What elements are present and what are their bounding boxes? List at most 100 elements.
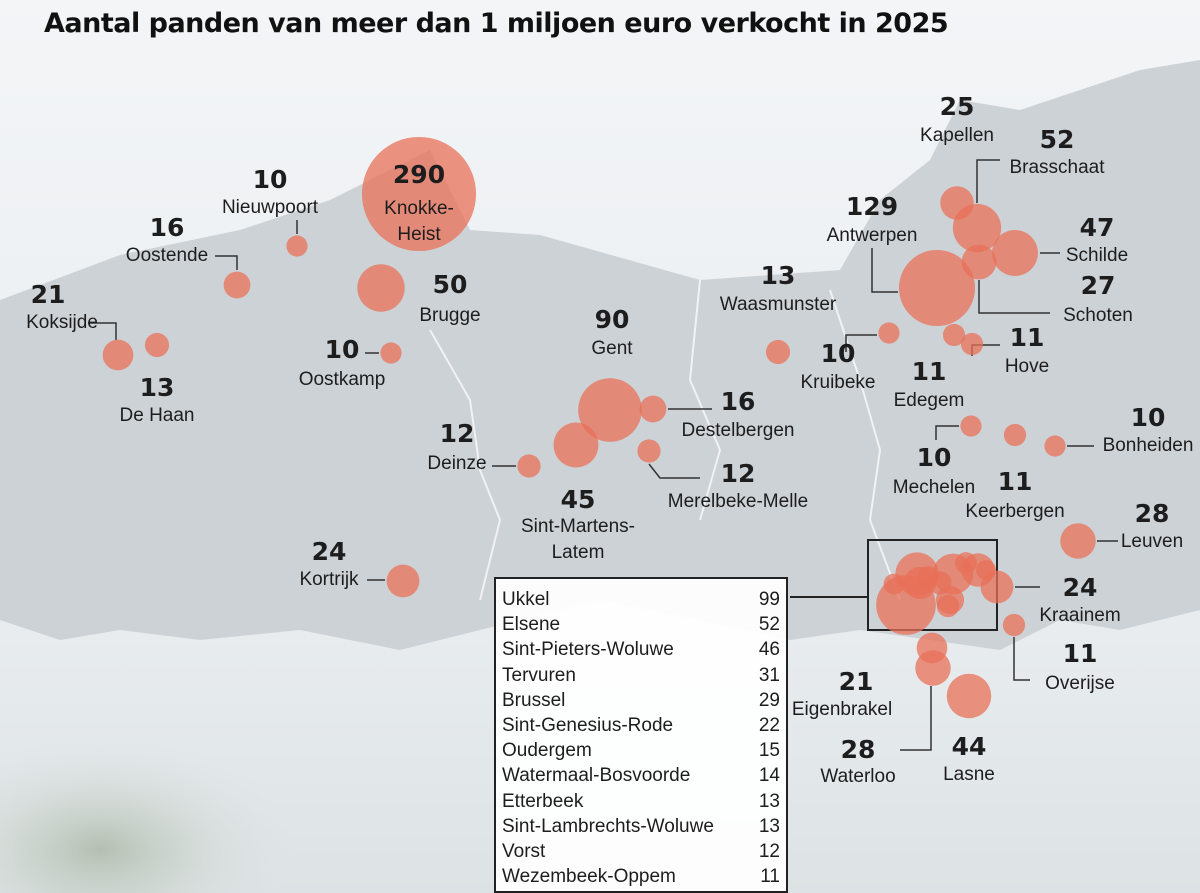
place-count: 129 [845,192,899,221]
place-bubble [1044,435,1066,457]
flanders-shape [0,60,1200,650]
place-name: Keerbergen [965,501,1065,522]
inset-name: Wezembeek-Oppem [502,866,676,888]
inset-count: 99 [758,589,780,610]
place-name: Knokke- Heist [384,198,454,245]
place-bubble [286,235,308,257]
place-bubble [960,332,984,356]
place-count: 52 [1039,125,1075,154]
place-count: 50 [432,270,468,299]
inset-count: 29 [758,689,780,711]
inset-row: Etterbeek 13 [502,789,780,814]
inset-count: 46 [758,639,780,661]
place-bubble [578,378,642,442]
place-bubble [357,264,405,312]
place-name: Oostende [125,245,209,266]
inset-name: Sint-Lambrechts-Woluwe [502,815,714,837]
place-count: 28 [1134,499,1170,528]
place-name: Merelbeke-Melle [667,491,809,512]
place-name: Waasmunster [719,294,837,315]
place-name: Kraainem [1039,605,1121,626]
place-name: Bonheiden [1102,435,1194,456]
place-count: 11 [1062,639,1098,668]
inset-count: 11 [760,866,780,888]
inset-row: Sint-Pieters-Woluwe 46 [502,637,780,662]
inset-row: Elsene 52 [502,612,780,637]
place-name: De Haan [119,405,195,426]
inset-row: Brussel 29 [502,688,780,713]
place-count: 290 [392,160,446,189]
place-name: Hove [1004,356,1050,377]
place-name: Schoten [1063,305,1133,326]
place-count: 12 [720,459,756,488]
place-bubble [960,415,982,437]
inset-name: Sint-Pieters-Woluwe [502,639,674,661]
place-bubble [1003,423,1027,447]
inset-name: Watermaal-Bosvoorde [502,765,691,787]
inset-row: Ukkel 99 [502,587,780,612]
place-count: 28 [840,735,876,764]
place-bubble [992,230,1038,276]
place-name: Kapellen [920,125,994,146]
place-count: 90 [594,305,630,334]
place-count: 16 [149,213,185,242]
inset-row: Wezembeek-Oppem 11 [502,864,780,889]
place-count: 25 [939,92,975,121]
place-bubble [361,136,477,252]
fog [0,600,500,893]
place-count: 13 [139,373,175,402]
place-bubble [915,650,951,686]
place-bubble [380,342,402,364]
place-bubble [637,439,661,463]
inset-count: 22 [758,715,780,737]
inset-row: Vorst 12 [502,839,780,864]
inset-count: 13 [758,790,780,812]
place-count: 10 [1130,403,1166,432]
place-count: 24 [1062,573,1098,602]
place-count: 11 [997,467,1033,496]
place-bubble [942,323,966,347]
place-bubble [102,339,134,371]
place-bubble [765,339,791,365]
inset-bubble [917,566,939,588]
place-name: Overijse [1045,673,1115,694]
inset-name: Vorst [502,841,546,863]
place-bubble [878,322,900,344]
place-name: Kortrijk [299,569,359,590]
place-name: Destelbergen [681,420,795,441]
inset-name: Oudergem [502,740,592,762]
place-bubble [898,249,976,327]
place-name: Brugge [419,305,481,326]
place-count: 21 [838,667,874,696]
place-name: Sint-Martens- Latem [520,516,636,563]
place-name: Lasne [943,764,995,785]
place-name: Mechelen [892,477,976,498]
inset-count: 14 [758,765,780,787]
place-count: 21 [30,280,66,309]
inset-name: Elsene [502,614,561,636]
place-count: 11 [911,357,947,386]
inset-count: 13 [758,815,780,837]
inset-table: Ukkel 99 Elsene 52 Sint-Pieters-Woluwe 46 Terv… [494,577,788,893]
place-count: 10 [252,165,288,194]
place-name: Brasschaat [1009,157,1105,178]
place-bubble [946,673,992,719]
place-bubble [517,454,541,478]
inset-count: 15 [758,740,780,762]
place-name: Edegem [893,390,965,411]
place-name: Kruibeke [800,372,876,393]
place-name: Antwerpen [826,225,918,246]
place-count: 24 [311,537,347,566]
place-count: 11 [1009,323,1045,352]
inset-row: Watermaal-Bosvoorde 14 [502,763,780,788]
place-count: 45 [560,485,596,514]
inset-row: Oudergem 15 [502,738,780,763]
title: Aantal panden van meer dan 1 miljoen eur… [44,8,949,39]
place-name: Schilde [1065,245,1129,266]
place-name: Oostkamp [298,369,386,390]
inset-name: Brussel [502,689,566,711]
place-bubble [553,422,599,468]
place-count: 44 [951,732,987,761]
